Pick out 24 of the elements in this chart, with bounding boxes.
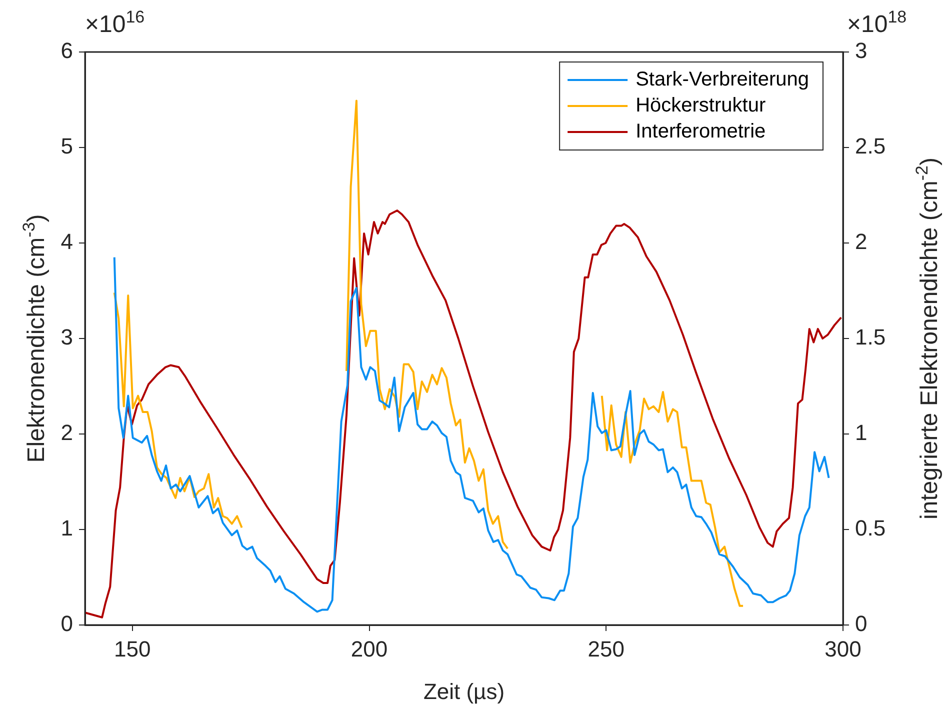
y-tick-label: 2 xyxy=(60,420,73,446)
y-tick-label: 5 xyxy=(60,134,73,159)
legend-label: Interferometrie xyxy=(636,120,766,143)
y2-tick-label: 3 xyxy=(855,38,868,64)
y2-tick-label: 1.5 xyxy=(855,324,886,350)
legend-label: Stark-Verbreiterung xyxy=(636,68,810,91)
legend-label: Höckerstruktur xyxy=(636,94,766,117)
y2-tick-label: 2.5 xyxy=(855,134,886,159)
x-tick-label: 300 xyxy=(824,636,862,662)
y2-tick-label: 0.5 xyxy=(855,516,886,541)
x-tick-label: 250 xyxy=(588,636,624,662)
y2-tick-label: 0 xyxy=(855,611,868,636)
y-tick-label: 6 xyxy=(60,38,73,64)
x-axis-title: Zeit (µs) xyxy=(423,679,505,704)
y-tick-label: 1 xyxy=(60,516,73,541)
y-tick-label: 0 xyxy=(60,611,73,636)
x-tick-label: 200 xyxy=(350,636,388,662)
y-axis-title: Elektronendichte (cm-3) xyxy=(19,214,50,463)
y2-tick-label: 1 xyxy=(855,420,868,446)
y-tick-label: 4 xyxy=(60,229,73,254)
y2-tick-label: 2 xyxy=(855,229,868,254)
y2-axis-title: integrierte Elektronendichte (cm-2) xyxy=(912,158,943,520)
y-tick-label: 3 xyxy=(60,324,73,350)
x-tick-label: 150 xyxy=(114,636,151,662)
